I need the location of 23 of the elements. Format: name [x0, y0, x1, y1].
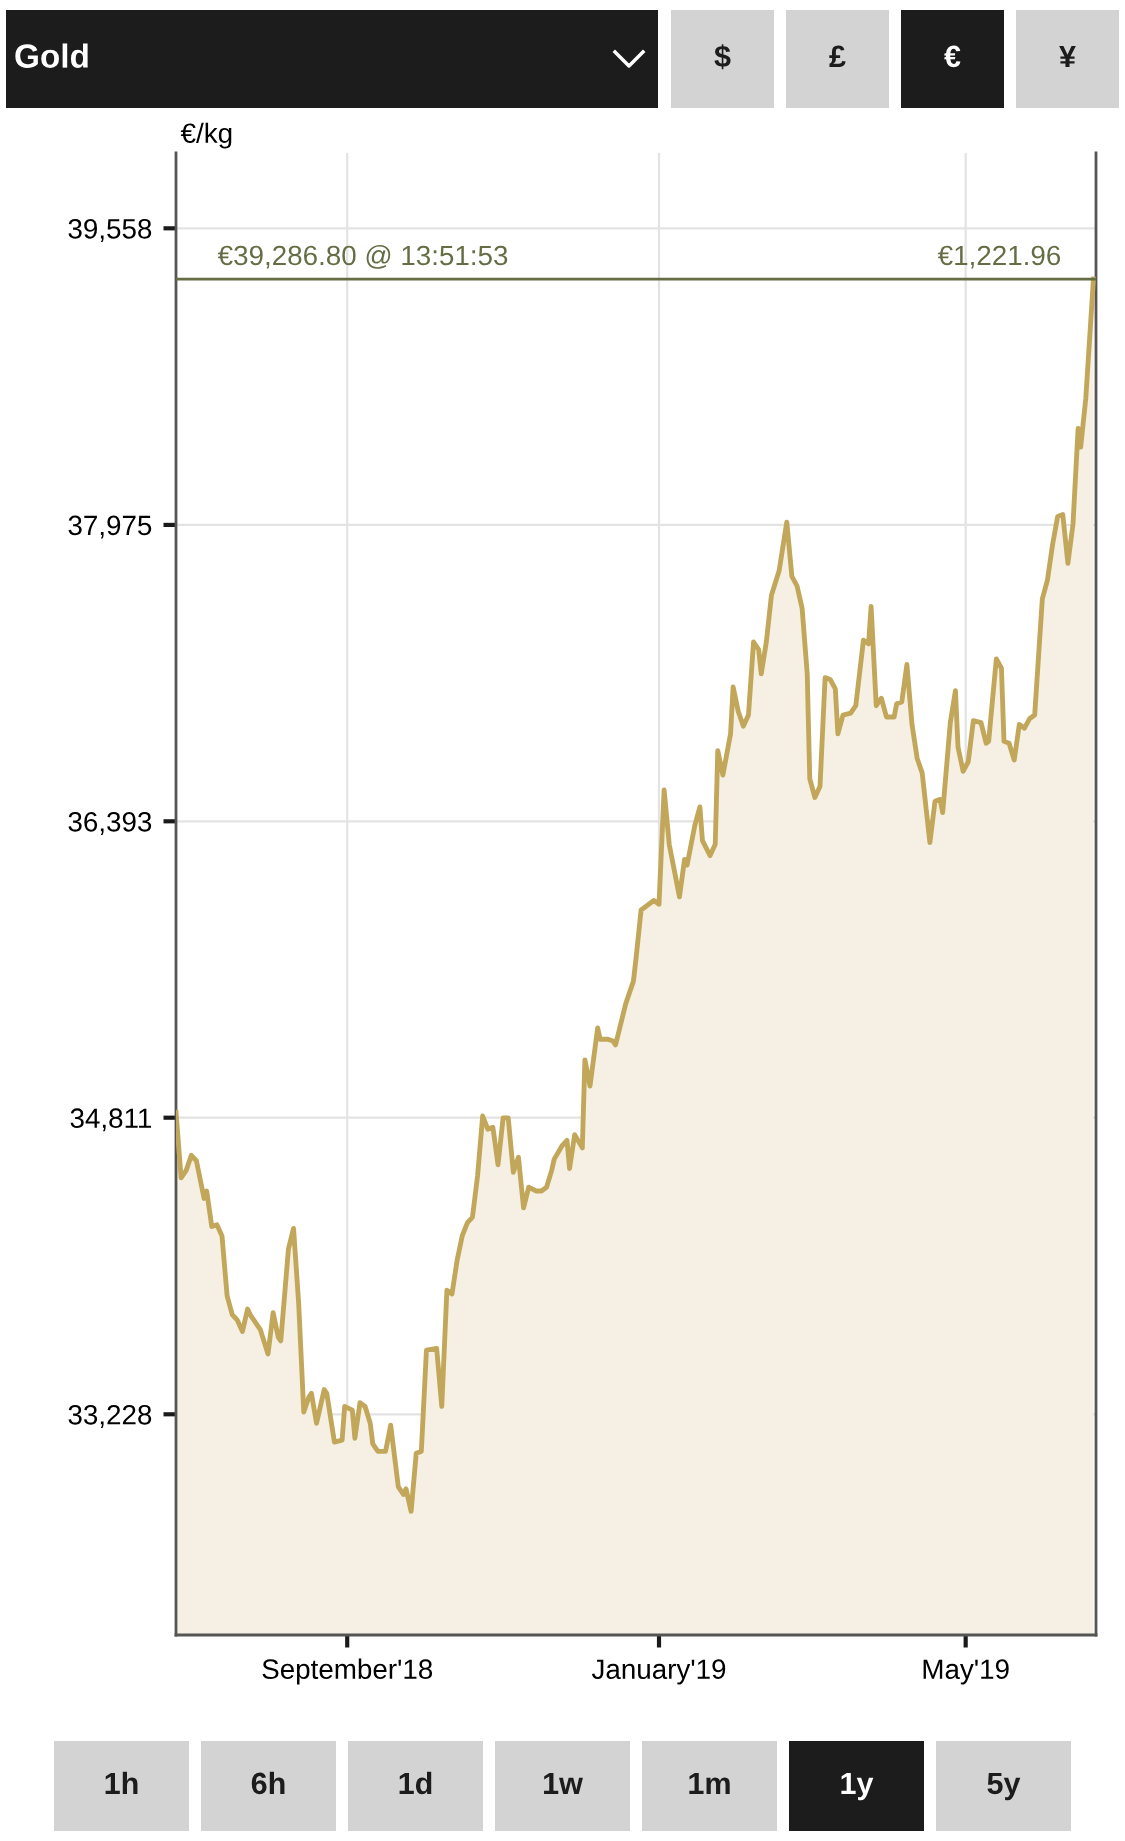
ref-line-label: €39,286.80 @ 13:51:53: [217, 244, 508, 269]
text: 5y: [987, 1772, 1021, 1801]
text: 1d: [399, 1771, 432, 1795]
y-tick-label: 33,228: [68, 1404, 152, 1428]
text: £: [829, 45, 846, 67]
text: 1h: [105, 1771, 138, 1794]
text: 1y: [841, 1772, 874, 1801]
chart-title: Gold: [15, 43, 88, 68]
annotation: €1,221.96: [937, 245, 1061, 269]
y-axis-title: €/kg: [180, 122, 232, 149]
y-tick-label: 34,811: [70, 1108, 152, 1132]
text: €: [944, 45, 961, 68]
x-tick-label: September'18: [262, 1658, 433, 1685]
text: ¥: [1059, 45, 1076, 67]
x-tick-label: May'19: [923, 1659, 1009, 1685]
y-tick-label: 36,393: [68, 811, 152, 835]
y-tick-label: 37,975: [68, 515, 152, 539]
y-tick-label: 39,558: [68, 218, 152, 242]
text: 1w: [544, 1772, 583, 1794]
x-tick-label: January'19: [591, 1659, 726, 1685]
text: 1m: [689, 1772, 730, 1794]
text: $: [714, 44, 731, 70]
text: 6h: [251, 1771, 285, 1795]
